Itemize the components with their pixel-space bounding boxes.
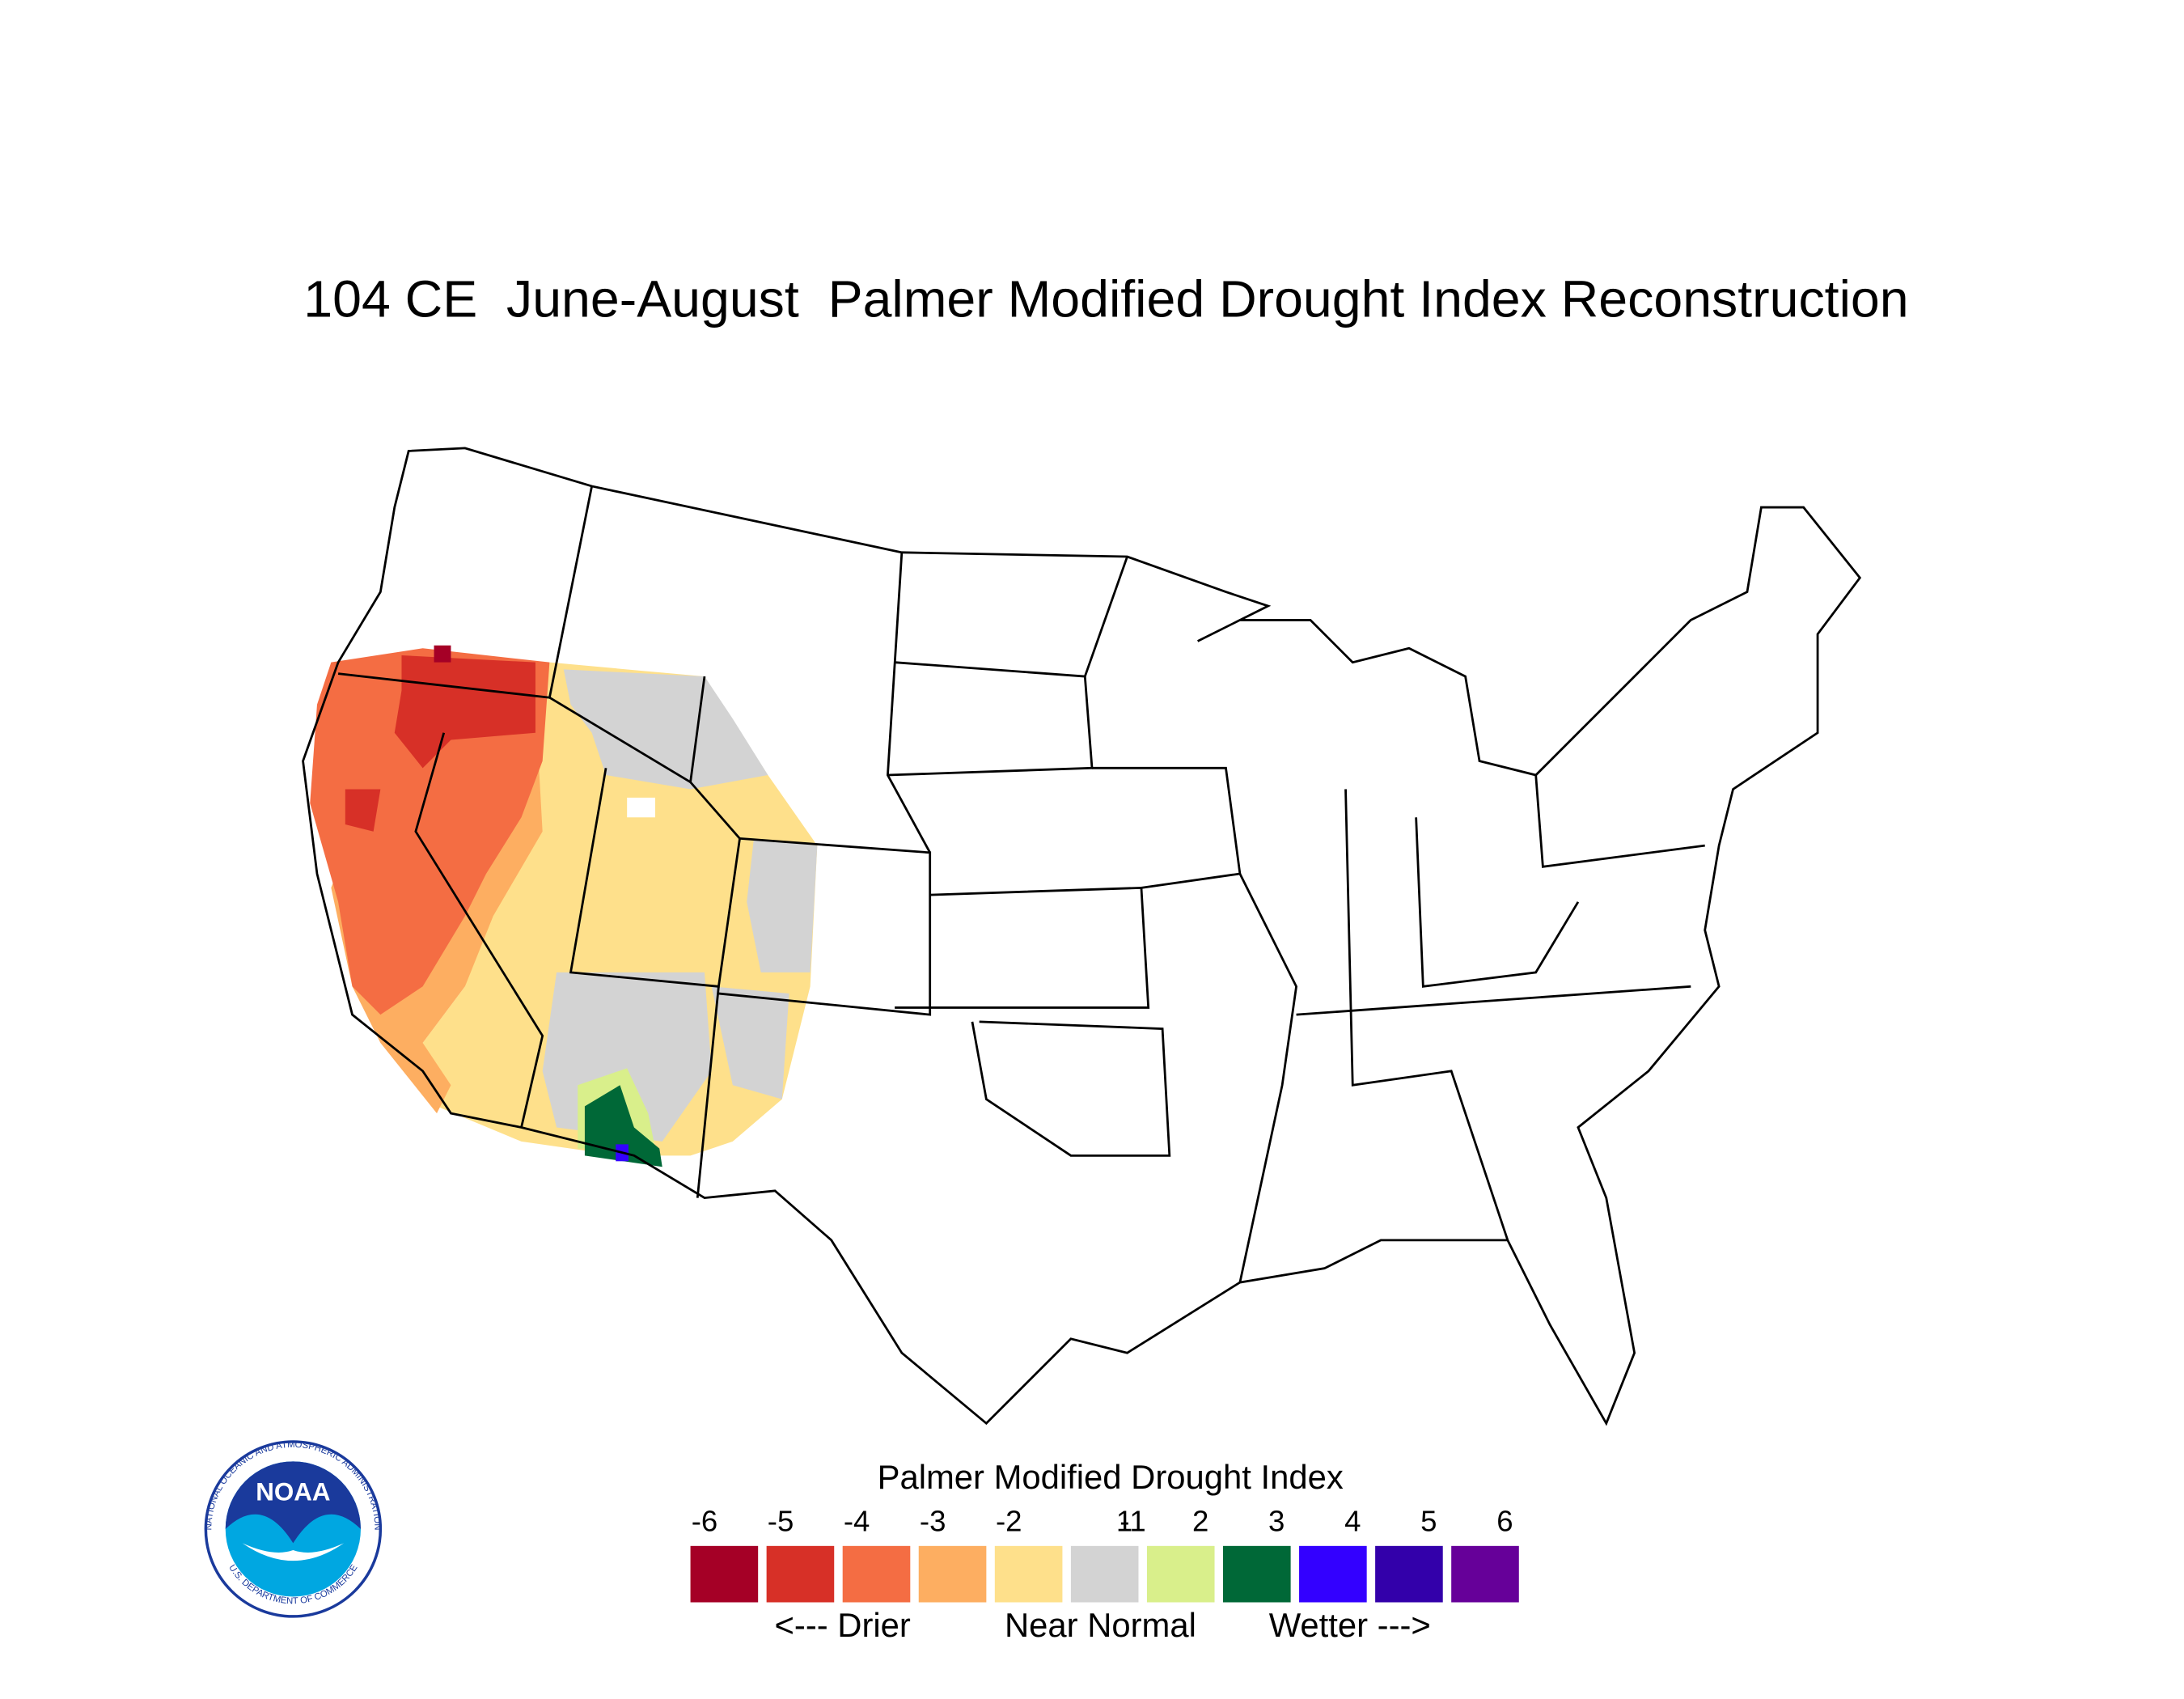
drought-shading (310, 645, 818, 1167)
legend-tick-label: -6 (692, 1505, 718, 1538)
legend-swatch (1299, 1545, 1367, 1603)
us-outline (302, 447, 1862, 1426)
logo-name: NOAA (256, 1478, 330, 1506)
legend-tick-label: -5 (768, 1505, 794, 1538)
legend-tick-label: 4 (1344, 1505, 1361, 1538)
legend-tick-label: -2 (996, 1505, 1022, 1538)
legend-swatch (1375, 1545, 1443, 1603)
legend-swatch (918, 1545, 987, 1603)
legend-swatch (1451, 1545, 1519, 1603)
legend-label: <--- Drier (775, 1606, 911, 1644)
legend-label: Near Normal (1005, 1606, 1196, 1644)
legend-tick-label: 1 (1116, 1505, 1132, 1538)
legend-tick-label: -1 (1120, 1505, 1146, 1538)
legend-swatch (1222, 1545, 1291, 1603)
legend: Palmer Modified Drought Index -6 -5 -4 -3 -2… (690, 1458, 1519, 1644)
legend-tick-label: 5 (1420, 1505, 1437, 1538)
legend-swatch (842, 1545, 911, 1603)
legend-tick-label: 3 (1268, 1505, 1285, 1538)
legend-tick-label: 2 (1192, 1505, 1208, 1538)
legend-swatch (766, 1545, 835, 1603)
legend-label: Wetter ---> (1269, 1606, 1431, 1644)
map-title: 104 CE June-August Palmer Modified Droug… (303, 270, 1908, 328)
legend-swatch (690, 1545, 759, 1603)
legend-swatch (994, 1545, 1063, 1603)
legend-tick-label: 6 (1496, 1505, 1513, 1538)
legend-title: Palmer Modified Drought Index (878, 1458, 1344, 1496)
legend-tick-label: -3 (920, 1505, 946, 1538)
legend-tick-label: -4 (844, 1505, 870, 1538)
legend-swatch (1146, 1545, 1215, 1603)
legend-swatch (1070, 1545, 1139, 1603)
